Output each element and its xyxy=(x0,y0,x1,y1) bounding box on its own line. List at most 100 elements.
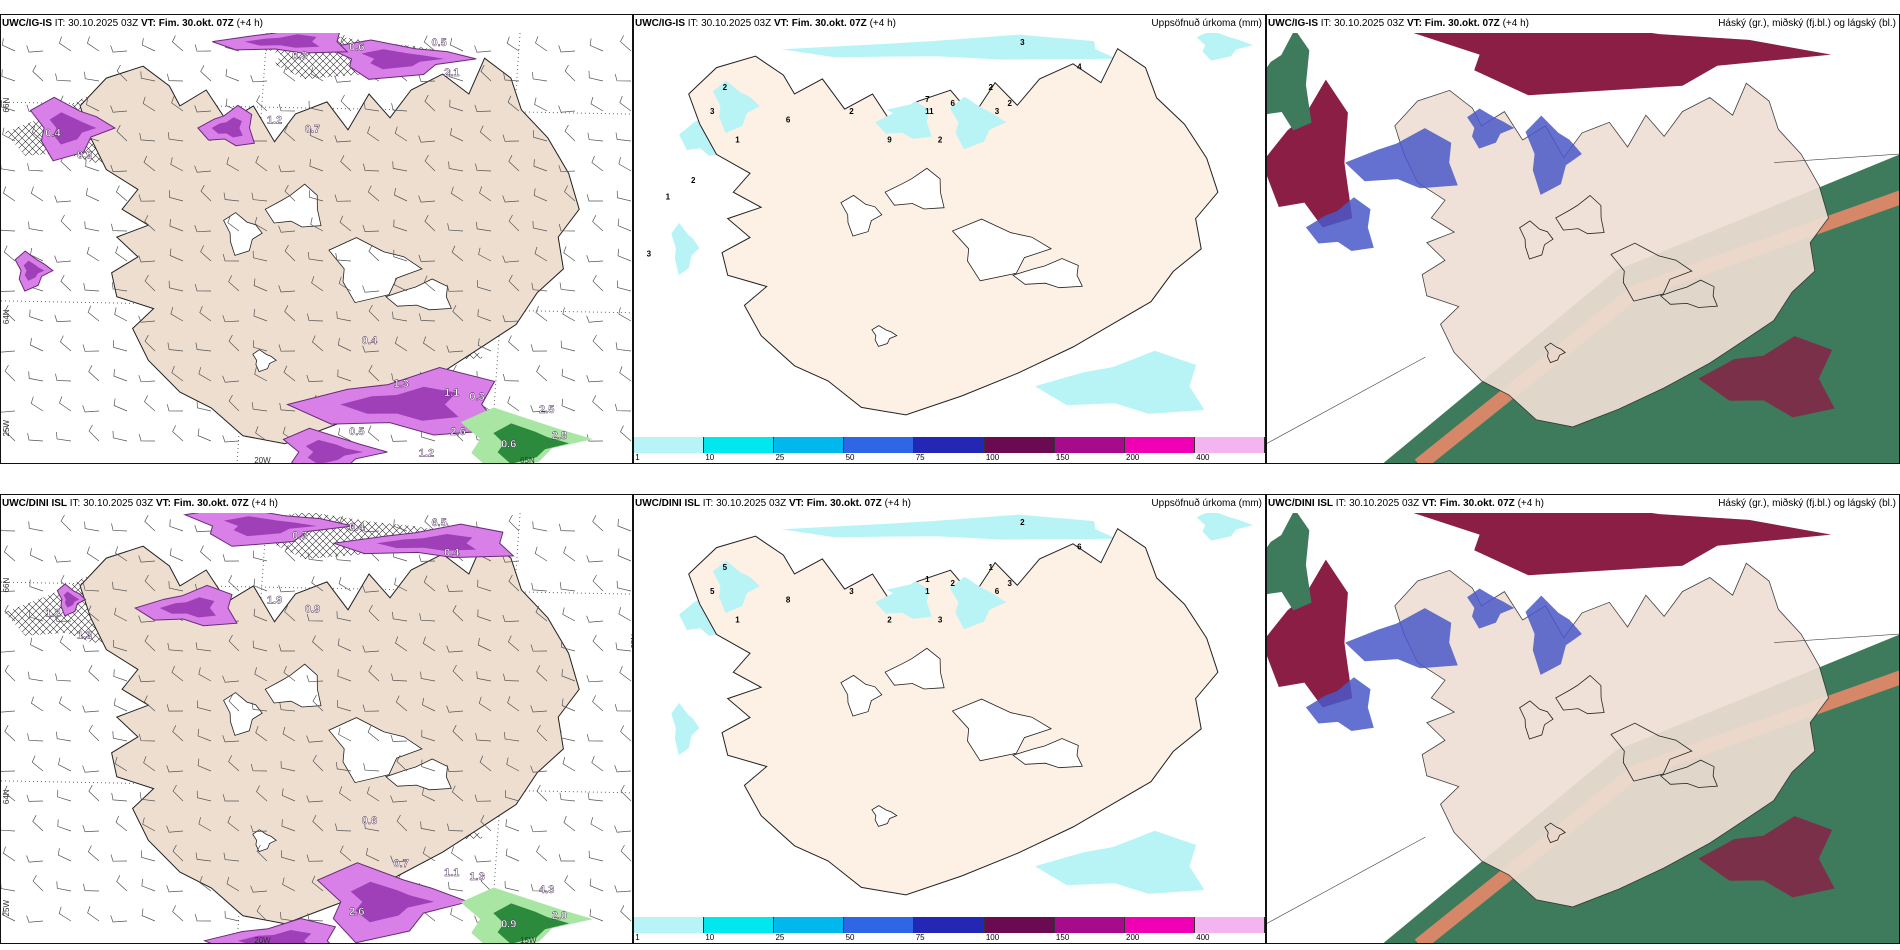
wind-barb xyxy=(1,650,16,653)
cloud-cover-map[interactable] xyxy=(1267,513,1900,944)
wind-barb xyxy=(450,127,464,142)
wind-barb xyxy=(59,396,72,412)
glacier-shape xyxy=(385,758,452,791)
cloud-cover-map[interactable] xyxy=(1267,33,1900,464)
wind-barb xyxy=(110,854,128,862)
wind-barb xyxy=(502,314,520,323)
wind-barb xyxy=(422,846,436,862)
wind-barb xyxy=(390,734,408,742)
wind-barb xyxy=(558,105,576,113)
precip-area xyxy=(949,576,1007,630)
wind-barb xyxy=(308,100,324,112)
wind-barb xyxy=(311,576,324,592)
wind-barb xyxy=(278,165,296,173)
wind-barb xyxy=(423,275,436,292)
precip-band-core xyxy=(63,591,80,608)
wind-barb xyxy=(338,276,352,292)
wind-barb xyxy=(394,336,408,352)
panel-header: UWC/DINI ISL IT: 30.10.2025 03Z VT: Fim.… xyxy=(1,495,632,513)
wind-barb xyxy=(172,905,184,922)
wind-barb xyxy=(311,276,324,292)
wind-barb xyxy=(477,579,492,592)
wind-barb xyxy=(82,405,100,413)
wind-barb xyxy=(169,548,184,562)
precip-area xyxy=(949,96,1007,150)
wind-barb xyxy=(56,731,72,742)
axis-label: 25W xyxy=(2,900,11,917)
wind-barb xyxy=(563,546,576,562)
wind-barb xyxy=(336,311,352,322)
precip-band-core xyxy=(211,117,243,138)
low-cloud-area xyxy=(1525,595,1582,675)
precip-value-label: 2.6 xyxy=(450,426,465,438)
wind-barb xyxy=(142,817,156,832)
valid-time: Fim. 30.okt. 07Z xyxy=(173,498,249,509)
wind-barb xyxy=(561,698,576,712)
wind-barb xyxy=(502,614,520,622)
wind-barb xyxy=(390,434,408,442)
wind-barb xyxy=(586,194,603,202)
mid-cloud-area xyxy=(1413,33,1832,96)
precip-value-label: 0.4 xyxy=(45,128,61,140)
wind-barb xyxy=(562,307,576,322)
graticule-line xyxy=(1267,356,1426,444)
wind-barb xyxy=(113,698,128,712)
wind-barb xyxy=(194,105,212,113)
wind-barb xyxy=(592,574,604,592)
wind-barb xyxy=(198,667,212,682)
wind-barb xyxy=(83,583,100,592)
wind-barb xyxy=(423,575,436,592)
precip-value-label: 0.5 xyxy=(431,37,446,49)
axis-label: 20W xyxy=(254,456,271,464)
wind-barb xyxy=(362,224,380,232)
wind-barb xyxy=(112,731,128,742)
wind-barb xyxy=(507,696,520,712)
wind-barb xyxy=(592,634,604,652)
wind-barb xyxy=(508,274,520,292)
precip-value-label: 8 xyxy=(786,595,791,604)
wind-precip-map[interactable]: 0.3 0.6 0.5 2.1 0.4 0.9 1.2 0.7 0.4 1.3 1.1 0.3 2.5 0… xyxy=(1,33,633,464)
wind-barb xyxy=(88,665,100,682)
wind-barb xyxy=(450,186,464,202)
wind-barb xyxy=(255,725,268,742)
wind-barb xyxy=(337,338,352,352)
wind-barb xyxy=(115,815,128,832)
wind-barb xyxy=(251,192,268,202)
valid-time: Fim. 30.okt. 07Z xyxy=(1439,498,1515,509)
wind-barb xyxy=(172,784,184,802)
colorbar: 1 10 25 50 75 100 150 200 400 xyxy=(634,917,1265,943)
mid-cloud-area xyxy=(1267,79,1353,228)
precip-value-label: 1.3 xyxy=(393,378,408,390)
wind-barb xyxy=(251,702,268,712)
wind-barb xyxy=(452,664,464,682)
wind-barb xyxy=(112,430,128,442)
precip-value-label: 2 xyxy=(723,83,728,92)
precip-area xyxy=(713,560,760,613)
wind-barb xyxy=(591,755,604,772)
wind-barb xyxy=(1,883,16,892)
wind-precip-map[interactable]: 0.3 0.4 6.5 0.4 1.2 1.3 1.9 0.9 0.6 0.7 1.1 1.3 4.3 2… xyxy=(1,513,633,944)
panel-title: Uppsöfnuð úrkoma (mm) xyxy=(1151,18,1262,29)
precip-band-core xyxy=(159,597,216,618)
wind-barb xyxy=(200,545,212,562)
wind-barb xyxy=(144,574,156,592)
colorbar-swatch xyxy=(704,917,775,933)
wind-barb xyxy=(474,104,492,112)
wind-barb xyxy=(86,36,100,52)
glacier-shape xyxy=(1544,822,1566,844)
wind-barb xyxy=(394,188,408,202)
wind-barb xyxy=(256,844,268,862)
wind-barb xyxy=(113,669,128,682)
wind-barb xyxy=(278,344,296,352)
wind-barb xyxy=(27,433,44,442)
wind-barb xyxy=(144,274,156,292)
precip-value-label: 1.9 xyxy=(267,595,282,607)
precip-area xyxy=(875,581,932,619)
wind-barb xyxy=(168,280,184,292)
wind-barb xyxy=(59,635,72,652)
wind-barb xyxy=(507,396,520,412)
wind-barb xyxy=(58,906,72,922)
precip-value-label: 0.9 xyxy=(501,919,516,931)
